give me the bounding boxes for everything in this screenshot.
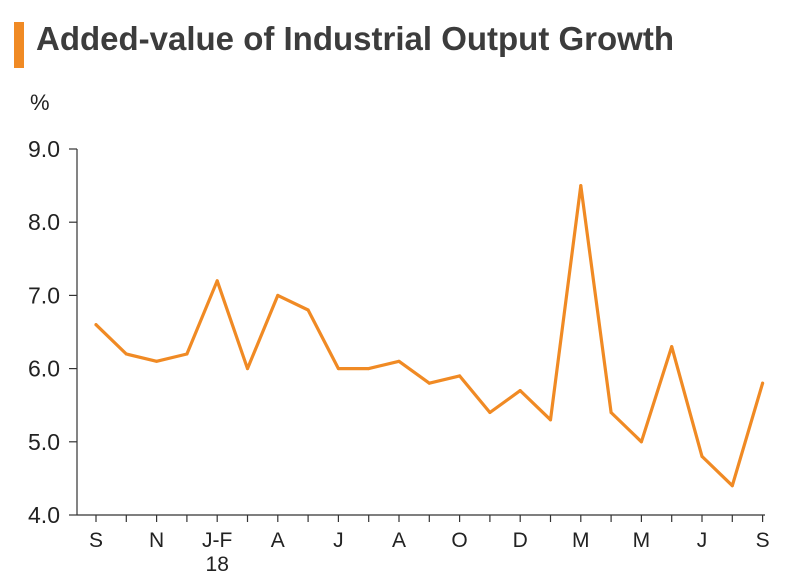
x-tick-label: A [392, 529, 406, 552]
data-point [306, 308, 310, 312]
data-point [549, 418, 552, 422]
data-point [670, 345, 674, 349]
y-axis-unit-label: % [30, 90, 50, 115]
data-point [185, 352, 189, 356]
chart-axes [76, 149, 765, 516]
y-tick-label: 5.0 [28, 429, 60, 455]
data-point [458, 374, 462, 378]
data-point [730, 484, 734, 488]
x-tick-label: S [89, 529, 103, 552]
series-line [94, 184, 765, 488]
chart-title: Added-value of Industrial Output Growth [36, 20, 674, 57]
data-point [246, 367, 249, 371]
data-point [336, 367, 340, 371]
x-tick-label: S [756, 529, 770, 552]
data-point [639, 440, 643, 444]
x-axis-ticks: S N J-F18 A J A O D M M J S [89, 515, 770, 576]
data-point [124, 352, 128, 356]
data-point [609, 411, 613, 415]
x-tick-label: M [633, 529, 651, 552]
x-tick-label: J-F [202, 529, 232, 552]
data-point [397, 359, 401, 363]
data-point [94, 323, 98, 327]
data-point [579, 184, 583, 188]
x-tick-label: A [271, 529, 285, 552]
y-tick-label: 6.0 [28, 356, 60, 382]
x-tick-label: J [333, 529, 344, 552]
data-point [367, 367, 371, 371]
y-tick-label: 9.0 [28, 136, 60, 162]
data-point [155, 359, 159, 363]
x-tick-label: M [572, 529, 590, 552]
title-accent-bar [14, 22, 24, 68]
data-point [761, 381, 765, 385]
x-tick-label: N [149, 529, 164, 552]
data-point [215, 279, 219, 283]
x-tick-label: O [451, 529, 467, 552]
data-point [488, 411, 492, 415]
series-lines [94, 184, 765, 488]
y-tick-label: 7.0 [28, 282, 60, 308]
y-tick-label: 4.0 [28, 502, 60, 528]
data-point [700, 454, 704, 458]
data-point [518, 389, 522, 393]
data-point [276, 293, 280, 297]
data-point [427, 381, 431, 385]
x-tick-label: D [513, 529, 528, 552]
x-tick-label: J [697, 529, 708, 552]
y-axis-ticks: 4.0 5.0 6.0 7.0 8.0 9.0 [28, 136, 77, 528]
y-tick-label: 8.0 [28, 209, 60, 235]
x-tick-sublabel: 18 [206, 553, 229, 576]
